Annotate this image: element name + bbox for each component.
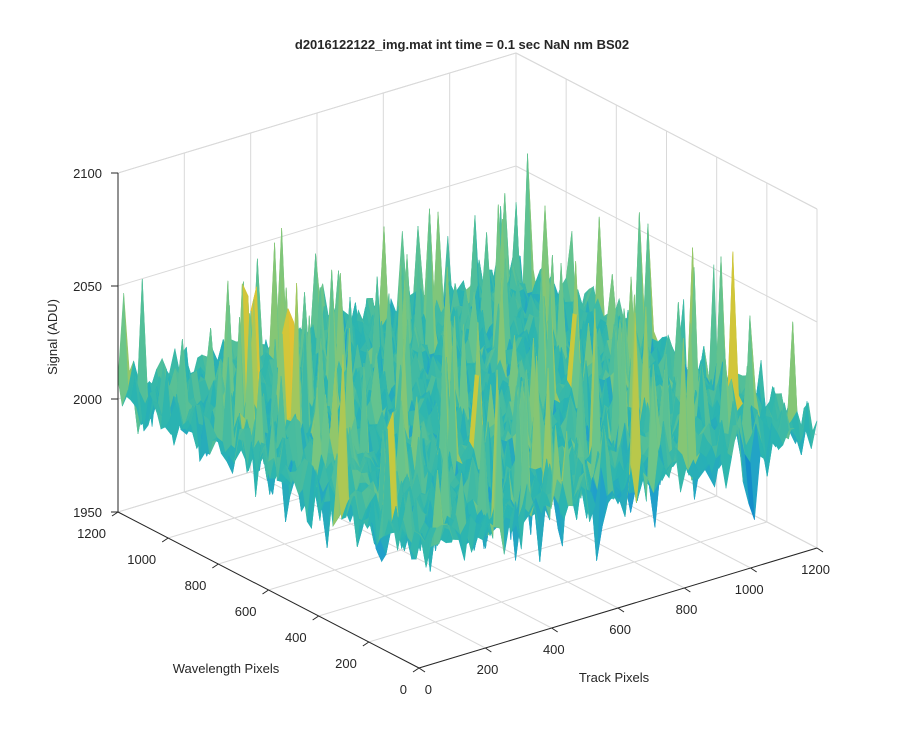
surface-patch (414, 531, 425, 542)
x-tick-label: 600 (609, 622, 631, 637)
y-tick-label: 600 (235, 604, 257, 619)
z-tick-label: 2000 (73, 392, 102, 407)
y-tick-label: 1200 (77, 526, 106, 541)
x-tick-mark (684, 587, 691, 593)
x-axis-label: Track Pixels (579, 670, 650, 685)
x-tick-label: 800 (676, 602, 698, 617)
x-tick-mark (816, 547, 824, 553)
grid-line (318, 495, 717, 617)
y-tick-mark (312, 615, 319, 621)
x-tick-label: 0 (425, 682, 432, 697)
y-tick-label: 800 (185, 578, 207, 593)
z-tick-label: 2100 (73, 166, 102, 181)
x-tick-label: 400 (543, 642, 565, 657)
z-tick-label: 1950 (73, 505, 102, 520)
front-axes (111, 172, 824, 673)
y-tick-mark (111, 511, 119, 517)
y-axis-label: Wavelength Pixels (173, 661, 280, 676)
x-tick-label: 200 (477, 662, 499, 677)
box-edge (515, 52, 818, 210)
x-tick-mark (551, 627, 558, 633)
y-tick-mark (362, 641, 370, 647)
y-tick-mark (262, 589, 269, 595)
grid-line (117, 165, 517, 287)
tick-labels: 0 200 400 600 800 1000 1200 0 200 400 600 800 1000 12… (73, 166, 830, 697)
surface-plot (117, 153, 818, 572)
x-tick-label: 1000 (735, 582, 764, 597)
y-tick-mark (412, 667, 420, 673)
grid-line (515, 165, 818, 323)
box-edge (117, 52, 517, 174)
z-tick-label: 2050 (73, 279, 102, 294)
x-tick-mark (617, 607, 625, 613)
y-tick-label: 200 (335, 656, 357, 671)
grid-line (368, 521, 767, 643)
y-tick-label: 0 (400, 682, 407, 697)
y-tick-mark (212, 563, 219, 569)
x-tick-mark (485, 647, 492, 653)
z-axis-label: Signal (ADU) (45, 299, 60, 375)
y-tick-label: 1000 (127, 552, 156, 567)
x-tick-mark (750, 567, 757, 573)
y-tick-label: 400 (285, 630, 307, 645)
y-tick-mark (161, 537, 169, 543)
x-tick-mark (418, 667, 426, 673)
chart-title: d2016122122_img.mat int time = 0.1 sec N… (295, 37, 629, 52)
x-tick-label: 1200 (801, 562, 830, 577)
